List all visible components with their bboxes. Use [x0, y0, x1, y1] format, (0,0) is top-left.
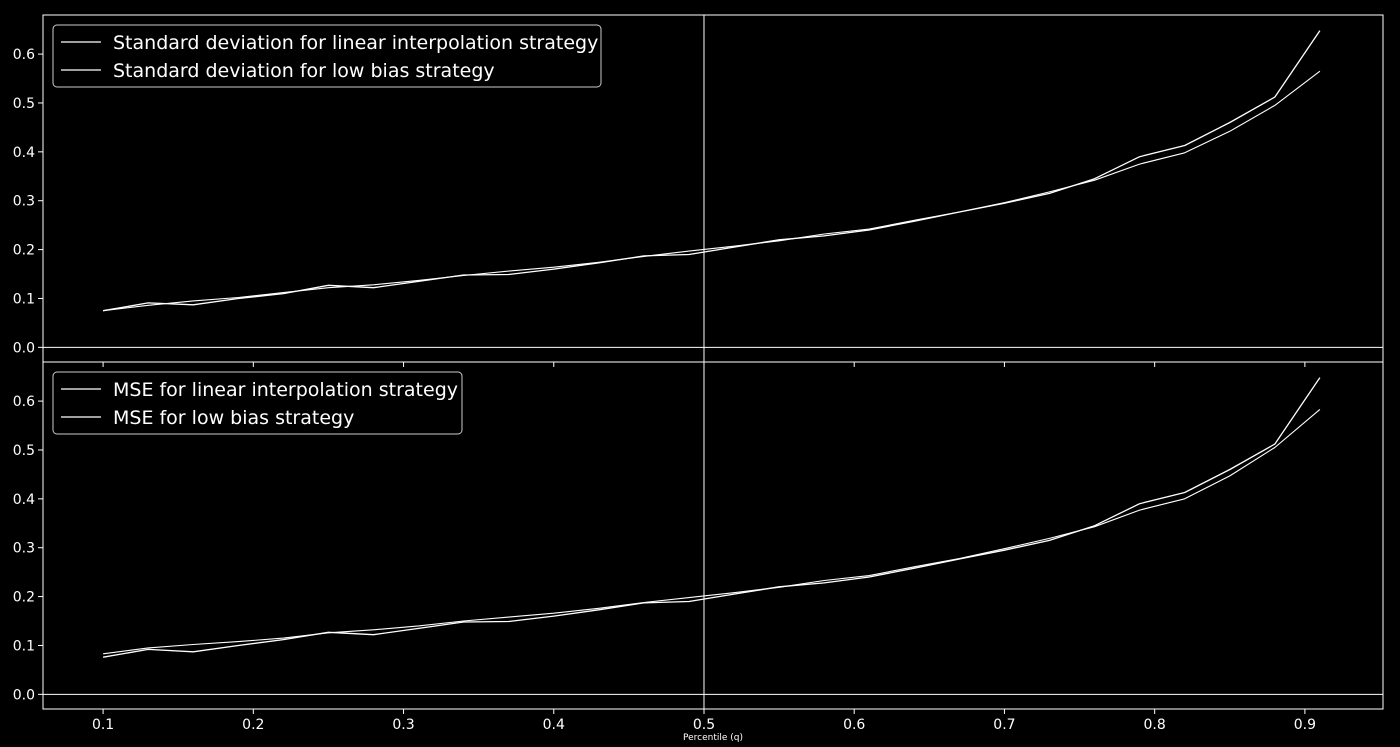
legend-label: Standard deviation for low bias strategy — [113, 60, 495, 82]
x-tick-label: 0.3 — [392, 717, 414, 733]
x-tick-label: 0.5 — [693, 717, 715, 733]
std-panel: 0.0 0.1 0.2 0.3 0.4 0.5 0.6 Standard deviation … — [13, 14, 1384, 367]
x-tick-label: 0.7 — [993, 717, 1015, 733]
axes-frame — [42, 361, 1384, 710]
x-tick-label: 0.8 — [1144, 717, 1166, 733]
y-tick-label: 0.4 — [13, 145, 35, 161]
mse-panel: 0.0 0.1 0.2 0.3 0.4 0.5 0.6 0.1 0.2 0.3 0.4 0.5 0.6 0… — [13, 361, 1384, 733]
y-tick-label: 0.2 — [13, 243, 35, 259]
legend-box — [52, 24, 602, 88]
y-tick-label: 0.3 — [13, 194, 35, 210]
y-tick-label: 0.5 — [13, 96, 35, 112]
y-tick-label: 0.3 — [13, 541, 35, 557]
y-tick-label: 0.6 — [13, 47, 35, 63]
y-tick-label: 0.1 — [13, 291, 35, 307]
legend: MSE for linear interpolation strategy MSE… — [52, 371, 463, 435]
y-tick-label: 0.5 — [13, 443, 35, 459]
x-tick-label: 0.4 — [543, 717, 565, 733]
x-axis-label: Percentile (q) — [683, 733, 743, 743]
legend: Standard deviation for linear interpolat… — [52, 24, 602, 88]
x-tick-label: 0.6 — [843, 717, 865, 733]
legend-label: MSE for linear interpolation strategy — [113, 379, 458, 401]
legend-box — [52, 371, 463, 435]
y-tick-label: 0.2 — [13, 590, 35, 606]
legend-label: MSE for low bias strategy — [113, 407, 354, 429]
y-tick-label: 0.1 — [13, 638, 35, 654]
x-tick-label: 0.2 — [242, 717, 264, 733]
y-tick-label: 0.0 — [13, 340, 35, 356]
series-line-2 — [103, 70, 1321, 312]
y-tick-label: 0.0 — [13, 687, 35, 703]
y-tick-label: 0.4 — [13, 492, 35, 508]
series-line-2 — [103, 408, 1321, 655]
legend-label: Standard deviation for linear interpolat… — [113, 32, 598, 54]
series-line-1 — [102, 30, 1321, 312]
x-tick-label: 0.9 — [1294, 717, 1316, 733]
y-tick-label: 0.6 — [13, 394, 35, 410]
x-tick-label: 0.1 — [92, 717, 114, 733]
